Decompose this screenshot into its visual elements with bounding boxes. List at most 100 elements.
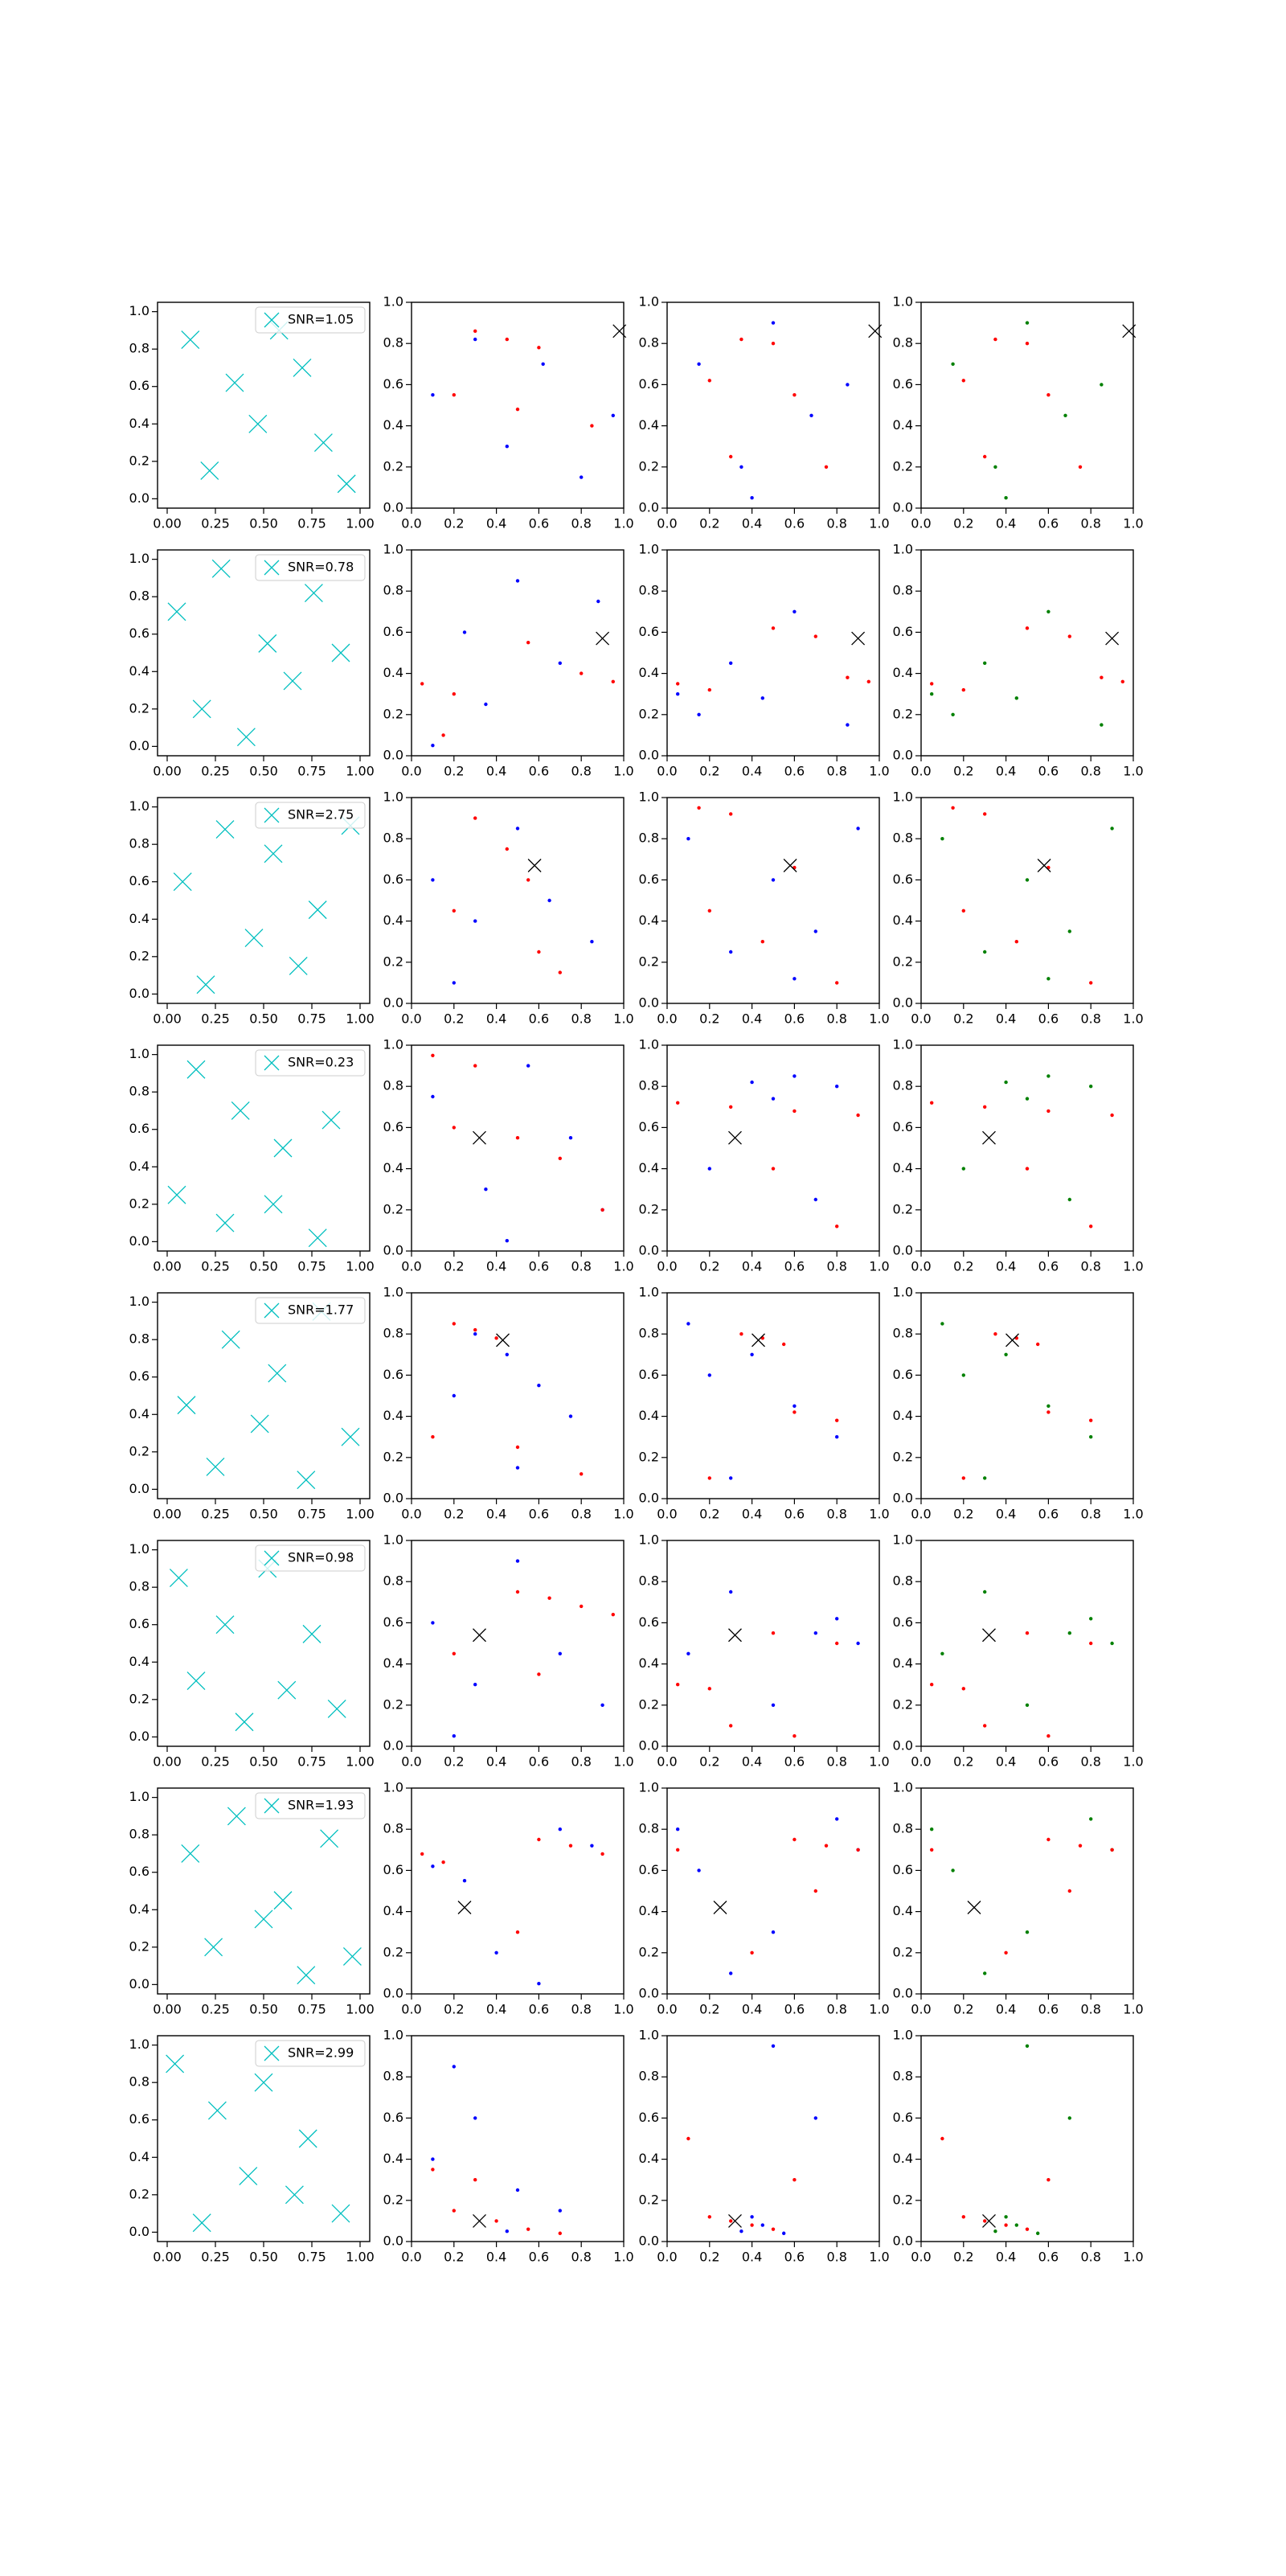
y-tick-label: 0.8 [383,1078,403,1093]
point [676,1848,680,1852]
y-tick-label: 0.6 [129,873,149,888]
x-tick-label: 0.6 [1038,2250,1059,2265]
y-tick-label: 0.6 [893,624,913,639]
x-tick-label: 0.0 [657,1011,677,1027]
x-tick-label: 1.0 [1123,1011,1143,1027]
x-tick-label: 1.0 [869,1259,889,1274]
plot-area [951,321,1137,500]
point [676,692,680,696]
point [505,847,509,851]
y-tick-label: 0.4 [383,417,403,433]
x-tick-label: 0.2 [953,1507,973,1522]
point [961,909,966,913]
point [1067,1197,1072,1202]
x-tick-label: 0.6 [784,516,805,531]
y-tick-label: 0.4 [383,1903,403,1918]
y-tick-label: 0.8 [129,341,149,356]
y-tick-label: 0.8 [383,335,403,351]
plot-area [930,1817,1114,1975]
point [1025,321,1030,325]
point [1089,1435,1093,1439]
point [729,1971,733,1975]
x-tick-label: 0.25 [201,1011,230,1027]
point [707,379,711,383]
x-tick-label: 0.2 [444,516,464,531]
point [537,1672,541,1676]
y-tick-label: 0.2 [639,954,659,969]
x-tick-label: 0.0 [911,1507,931,1522]
y-tick-label: 0.8 [383,1821,403,1836]
y-tick-label: 1.0 [639,1532,659,1548]
axes-frame [666,797,880,1004]
x-tick-label: 0.2 [444,2250,464,2265]
point [1014,696,1019,700]
point [462,1879,467,1883]
point [835,1085,839,1089]
point [993,465,997,469]
point [771,2227,776,2231]
y-tick-label: 1.0 [383,294,403,310]
legend-box [255,1792,366,1819]
y-tick-label: 0.8 [129,1827,149,1842]
point [782,1342,786,1347]
point [782,2231,786,2235]
x-tick-label: 0.2 [444,2002,464,2017]
x-tick-label: 0.8 [826,1011,846,1027]
x-marker [215,1213,235,1233]
y-tick-label: 0.8 [129,589,149,604]
point [993,1332,997,1336]
x-marker [196,975,215,995]
point [1089,1418,1093,1422]
x-tick-label: 0.0 [401,1754,421,1770]
point [1078,465,1083,469]
y-tick-label: 0.0 [129,1976,149,1991]
x-tick-label: 0.75 [297,516,326,531]
plot-area [167,1060,341,1248]
y-tick-label: 0.2 [893,954,913,969]
x-marker [982,2213,996,2228]
x-tick-label: 0.8 [571,1259,591,1274]
legend-marker [264,1550,280,1566]
x-tick-label: 0.2 [444,1011,464,1027]
axes-frame [920,301,1134,509]
y-tick-label: 0.2 [383,1201,403,1216]
y-tick-label: 1.0 [383,2028,403,2043]
x-tick-label: 0.25 [201,764,230,779]
y-tick-label: 0.2 [129,1691,149,1706]
y-tick-label: 1.0 [639,1285,659,1300]
x-marker [192,699,211,719]
x-tick-label: 0.0 [911,764,931,779]
x-tick-label: 0.4 [486,764,506,779]
y-tick-label: 0.4 [893,1655,913,1671]
x-tick-label: 1.0 [613,516,633,531]
point [771,878,776,882]
point [856,1113,860,1118]
point [983,1476,987,1480]
point [940,1651,944,1655]
x-tick-label: 0.75 [297,1754,326,1770]
x-tick-label: 0.2 [699,516,719,531]
legend-label: SNR=1.77 [288,1302,354,1318]
y-tick-label: 0.6 [129,1616,149,1631]
y-tick-label: 0.0 [129,1729,149,1744]
y-tick-label: 0.6 [893,376,913,392]
x-tick-label: 0.2 [699,1754,719,1770]
point [1100,675,1104,679]
point [1025,878,1030,882]
point [473,1064,477,1068]
point [707,2215,711,2219]
point [600,1208,604,1212]
point [846,383,850,387]
axes-frame [411,549,625,757]
y-tick-label: 0.4 [129,1654,149,1669]
point [983,950,987,954]
point [983,454,987,459]
point [930,1101,934,1105]
x-tick-label: 0.4 [742,1259,762,1274]
x-marker [177,1396,196,1415]
point [431,878,435,882]
y-tick-label: 0.4 [129,663,149,679]
point [1046,1410,1051,1414]
axes-frame [920,1787,1134,1995]
y-tick-label: 1.0 [639,2028,659,2043]
